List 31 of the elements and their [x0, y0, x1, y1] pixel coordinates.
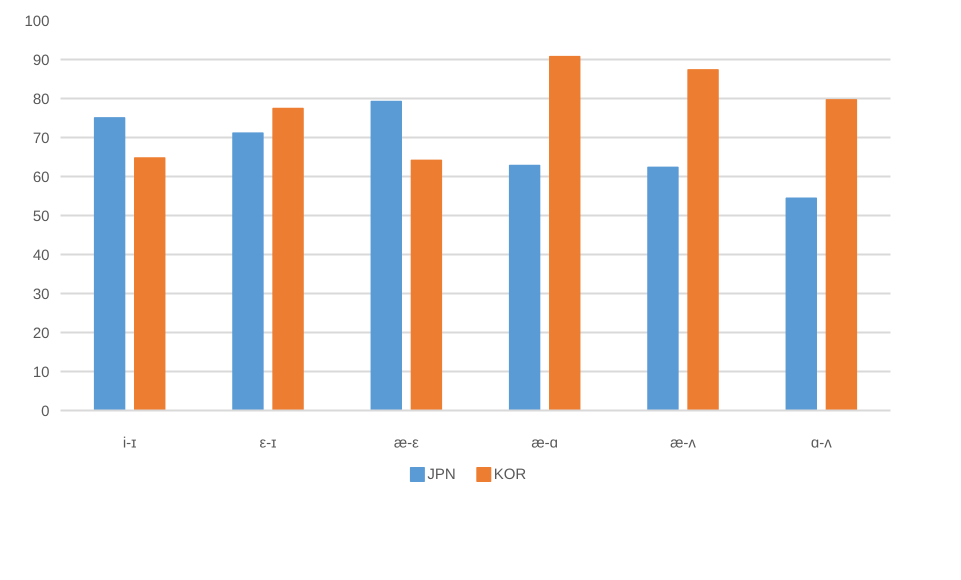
- y-tick-label: 20: [32, 325, 50, 342]
- y-tick-label: 100: [24, 13, 50, 30]
- y-tick-label: 70: [32, 130, 50, 147]
- y-tick-label: 0: [41, 403, 50, 420]
- bar: [410, 160, 442, 410]
- x-tick-label: æ-ε: [394, 434, 420, 452]
- x-tick-label: æ-ʌ: [670, 434, 696, 452]
- y-tick-label: 30: [32, 286, 50, 303]
- bar: [549, 56, 580, 410]
- x-tick-label: i-ɪ: [122, 434, 137, 452]
- y-tick-label: 80: [32, 91, 50, 108]
- y-tick-label: 60: [32, 169, 50, 186]
- bar: [232, 132, 264, 410]
- x-tick-label: ε-ɪ: [259, 434, 277, 452]
- bar: [508, 164, 540, 410]
- bar: [370, 100, 402, 410]
- y-tick-label: 40: [32, 247, 50, 264]
- x-tick-label: ɑ-ʌ: [810, 434, 832, 452]
- bar: [786, 197, 817, 410]
- bar: [687, 69, 719, 410]
- y-tick-label: 10: [32, 364, 50, 381]
- legend-label: JPN: [427, 466, 456, 483]
- bar: [94, 117, 126, 410]
- y-tick-label: 50: [32, 208, 50, 225]
- y-tick-label: 90: [32, 52, 50, 69]
- bar: [272, 108, 304, 410]
- bar: [647, 166, 679, 410]
- legend-label: KOR: [494, 466, 526, 483]
- bar: [134, 157, 166, 410]
- bar: [826, 99, 858, 410]
- x-tick-label: æ-ɑ: [531, 434, 558, 452]
